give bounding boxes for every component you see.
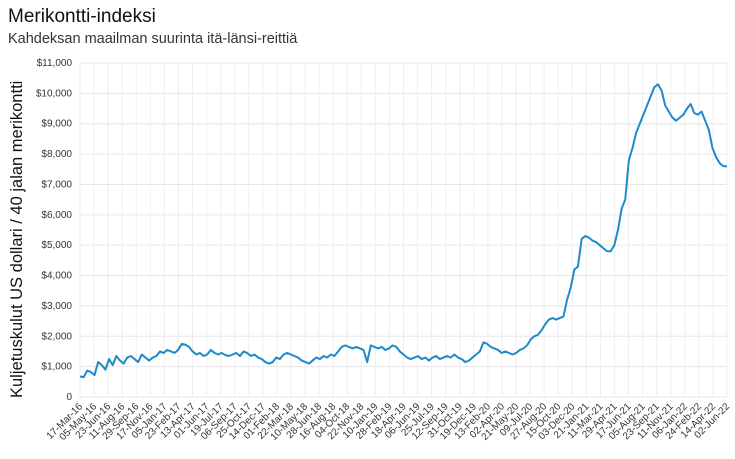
y-tick-label: $11,000 (37, 58, 73, 69)
chart-title: Merikontti-indeksi (8, 6, 156, 27)
y-tick-label: $7,000 (41, 179, 72, 190)
chart-series (79, 83, 727, 379)
y-tick-label: $8,000 (41, 149, 72, 160)
y-tick-label: $5,000 (41, 240, 72, 251)
y-tick-label: $10,000 (36, 88, 73, 99)
chart-subtitle: Kahdeksan maailman suurinta itä-länsi-re… (8, 31, 298, 47)
x-axis-ticks: 17-Mar-1605-May-1623-Jun-1611-Aug-1629-S… (45, 401, 733, 443)
y-tick-label: 0 (66, 392, 72, 403)
y-tick-label: $1,000 (41, 362, 72, 373)
y-tick-label: $4,000 (41, 271, 72, 282)
chart-grid (79, 62, 728, 398)
series-line (79, 83, 727, 379)
y-tick-label: $2,000 (41, 331, 72, 342)
y-tick-label: $3,000 (41, 301, 72, 312)
y-tick-label: $6,000 (41, 210, 72, 221)
y-tick-label: $9,000 (41, 119, 72, 130)
y-axis-ticks: 0 $1,000 $2,000 $3,000 $4,000 $5,000 $6,000 $7,… (36, 58, 73, 403)
